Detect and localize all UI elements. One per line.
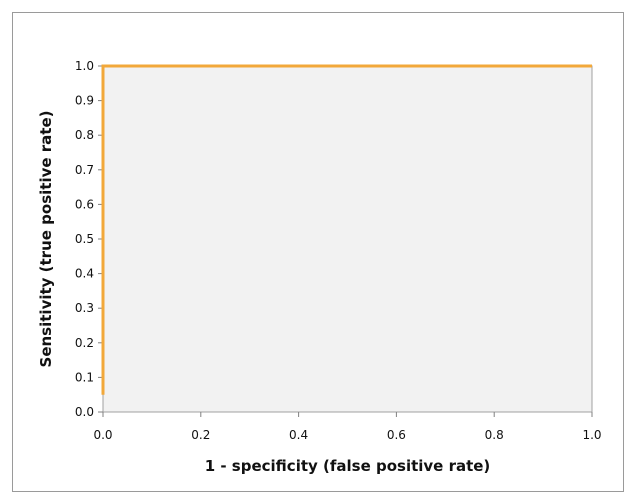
y-tick-label: 0.4 [75,267,94,281]
x-axis-ticks: 0.0 0.2 0.4 0.6 0.8 1.0 [93,412,602,442]
x-tick-label: 0.0 [93,428,112,442]
y-tick-label: 0.5 [75,232,94,246]
x-tick-label: 0.2 [191,428,210,442]
y-tick-label: 0.0 [75,405,94,419]
y-tick-label: 0.2 [75,336,94,350]
y-tick-label: 0.3 [75,301,94,315]
series-layer [101,64,592,395]
roc-curve-line [101,64,592,395]
y-tick-label: 0.9 [75,94,94,108]
y-tick-label: 0.1 [75,370,94,384]
y-tick-label: 0.8 [75,128,94,142]
x-tick-label: 0.6 [387,428,406,442]
y-axis-ticks: 0.0 0.1 0.2 0.3 0.4 0.5 0.6 0.7 0.8 0.9 1.0 [75,59,103,419]
x-tick-label: 1.0 [582,428,601,442]
y-axis-title: Sensitivity (true positive rate) [37,111,55,368]
y-tick-label: 1.0 [75,59,94,73]
x-tick-label: 0.8 [485,428,504,442]
x-tick-label: 0.4 [289,428,308,442]
y-tick-label: 0.7 [75,163,94,177]
x-axis-title: 1 - specificity (false positive rate) [205,457,491,475]
plot-area [102,65,593,413]
y-tick-label: 0.6 [75,197,94,211]
